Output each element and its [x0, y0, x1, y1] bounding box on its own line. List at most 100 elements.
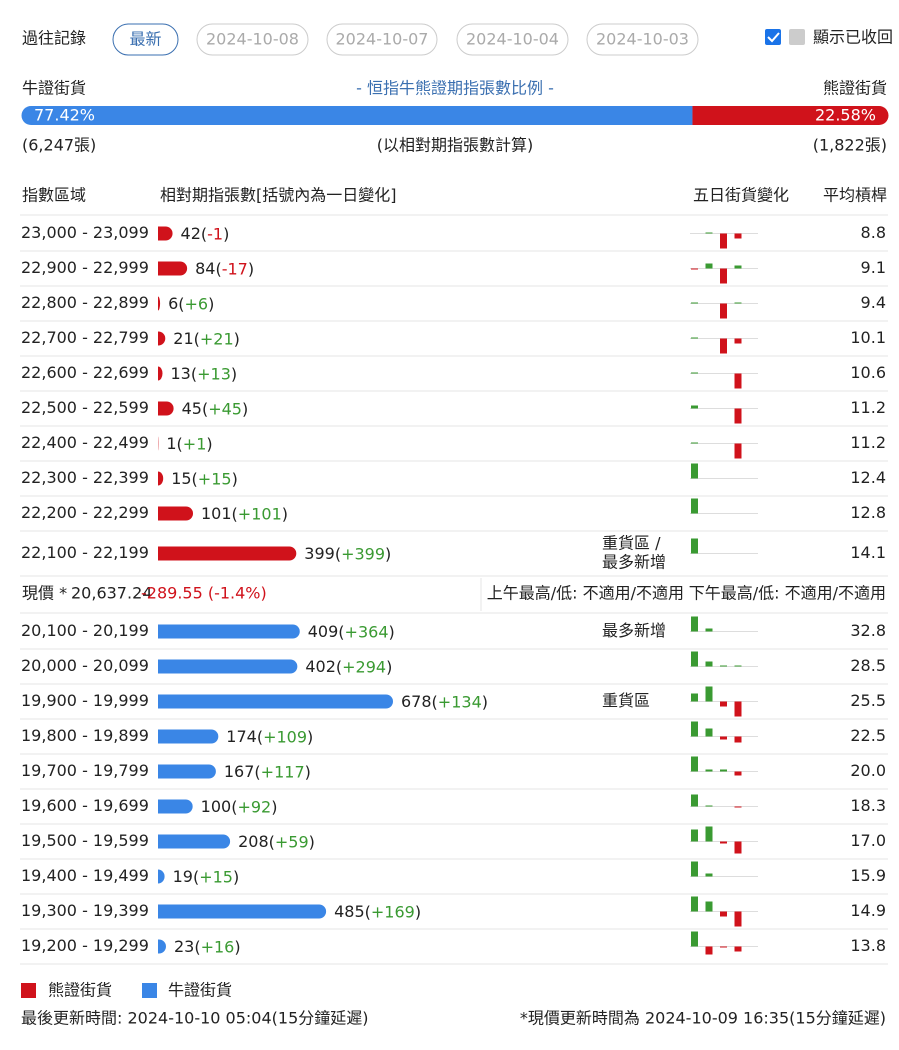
five-day-bar	[691, 498, 698, 514]
column-header: 指數區域	[22, 186, 86, 205]
count-bar	[158, 296, 161, 311]
change-label: (+21)	[194, 329, 240, 348]
bear-ratio-bar	[692, 106, 889, 125]
change-label: (+13)	[191, 364, 237, 383]
five-day-bar	[734, 443, 742, 459]
count-bar	[158, 659, 298, 674]
leverage: 11.2	[850, 433, 886, 452]
five-day-bar	[720, 665, 727, 667]
five-day-bar	[720, 946, 727, 948]
count-bar	[158, 939, 166, 954]
change-label: (+109)	[257, 727, 313, 746]
count-label: 174	[226, 727, 257, 746]
tab-button[interactable]	[326, 23, 438, 56]
five-day-bar	[720, 268, 727, 284]
leverage: 9.1	[861, 258, 886, 277]
five-day-bar	[691, 651, 698, 667]
zone-note: 最多新增	[602, 553, 666, 572]
change-label: (-1)	[201, 224, 229, 243]
tab-button-label[interactable]: 2024-10-07	[336, 30, 429, 49]
zone-note: 重貨區	[602, 691, 650, 710]
five-day-bar	[720, 736, 727, 740]
tab-button[interactable]	[112, 23, 179, 56]
five-day-bar	[734, 233, 742, 239]
five-day-bar	[705, 826, 713, 842]
count-label: 1	[166, 434, 176, 453]
bull-pct: 77.42%	[34, 106, 95, 125]
five-day-bar	[691, 405, 698, 409]
five-day-bar	[734, 946, 742, 952]
five-day-bar	[720, 303, 727, 319]
checkbox[interactable]	[789, 29, 805, 45]
range: 19,500 - 19,599	[21, 831, 149, 850]
five-day-bar	[691, 302, 698, 304]
five-day-bar	[691, 616, 698, 632]
five-day-bar	[691, 896, 698, 912]
five-day-bar	[734, 701, 742, 717]
leverage: 32.8	[850, 621, 886, 640]
leverage: 28.5	[850, 656, 886, 675]
five-day-bar	[734, 265, 742, 269]
five-day-bar	[691, 756, 698, 772]
price-value: 20,637.24	[71, 584, 152, 603]
tab-button-label[interactable]: 2024-10-04	[466, 30, 559, 49]
five-day-bar	[734, 771, 742, 776]
tab-button[interactable]	[196, 23, 309, 56]
toolbar-label: 過往記錄	[22, 29, 86, 48]
count-label: 13	[171, 364, 191, 383]
five-day-bar	[705, 263, 713, 269]
count-bar	[158, 764, 216, 779]
five-day-bar	[720, 911, 727, 917]
count-bar	[158, 261, 188, 276]
range: 22,700 - 22,799	[21, 328, 149, 347]
price-change: -289.55 (-1.4%)	[141, 584, 267, 603]
tab-button[interactable]	[586, 23, 699, 56]
five-day-bar	[691, 721, 698, 737]
tab-button-label[interactable]: 2024-10-03	[596, 30, 689, 49]
leverage: 9.4	[861, 293, 886, 312]
leverage: 20.0	[850, 761, 886, 780]
am-range: 上午最高/低: 不適用/不適用	[487, 584, 684, 603]
leverage: 15.9	[850, 866, 886, 885]
range: 22,600 - 22,699	[21, 363, 149, 382]
leverage: 13.8	[850, 936, 886, 955]
legend-label: 熊證街貨	[48, 981, 112, 1000]
tab-button-label[interactable]: 最新	[129, 30, 161, 49]
five-day-bar	[705, 805, 713, 807]
change-label: (+1)	[177, 434, 213, 453]
count-bar	[158, 694, 394, 709]
checkbox-label[interactable]: 顯示已收回	[813, 28, 893, 47]
count-bar	[158, 331, 166, 346]
tab-button-label[interactable]: 2024-10-08	[206, 30, 299, 49]
leverage: 10.1	[850, 328, 886, 347]
change-label: (+399)	[335, 544, 391, 563]
change-label: (+364)	[338, 622, 394, 641]
five-day-bar	[720, 338, 727, 354]
five-day-bar	[691, 861, 698, 877]
change-label: (+45)	[202, 399, 248, 418]
range: 22,400 - 22,499	[21, 433, 149, 452]
zone-note: 重貨區 /	[602, 534, 661, 553]
change-label: (+15)	[193, 867, 239, 886]
bear-pct: 22.58%	[815, 106, 876, 125]
five-day-bar	[691, 538, 698, 554]
five-day-bar	[705, 728, 713, 737]
five-day-bar	[705, 769, 713, 772]
ratio-title: - 恒指牛熊證期指張數比例 -	[356, 79, 554, 98]
count-label: 19	[173, 867, 193, 886]
footer-left: 最後更新時間: 2024-10-10 05:04(15分鐘延遲)	[21, 1009, 369, 1028]
range: 20,100 - 20,199	[21, 621, 149, 640]
ratio-note: (以相對期指張數計算)	[377, 136, 534, 155]
count-bar	[158, 729, 219, 744]
count-bar	[158, 506, 194, 521]
five-day-bar	[691, 442, 698, 444]
count-bar	[158, 471, 164, 486]
checkbox[interactable]	[765, 29, 781, 45]
tab-button[interactable]	[456, 23, 569, 56]
count-bar	[158, 869, 165, 884]
five-day-bar	[691, 268, 698, 270]
five-day-bar	[734, 806, 742, 808]
count-label: 409	[308, 622, 339, 641]
range: 19,800 - 19,899	[21, 726, 149, 745]
leverage: 8.8	[861, 223, 886, 242]
